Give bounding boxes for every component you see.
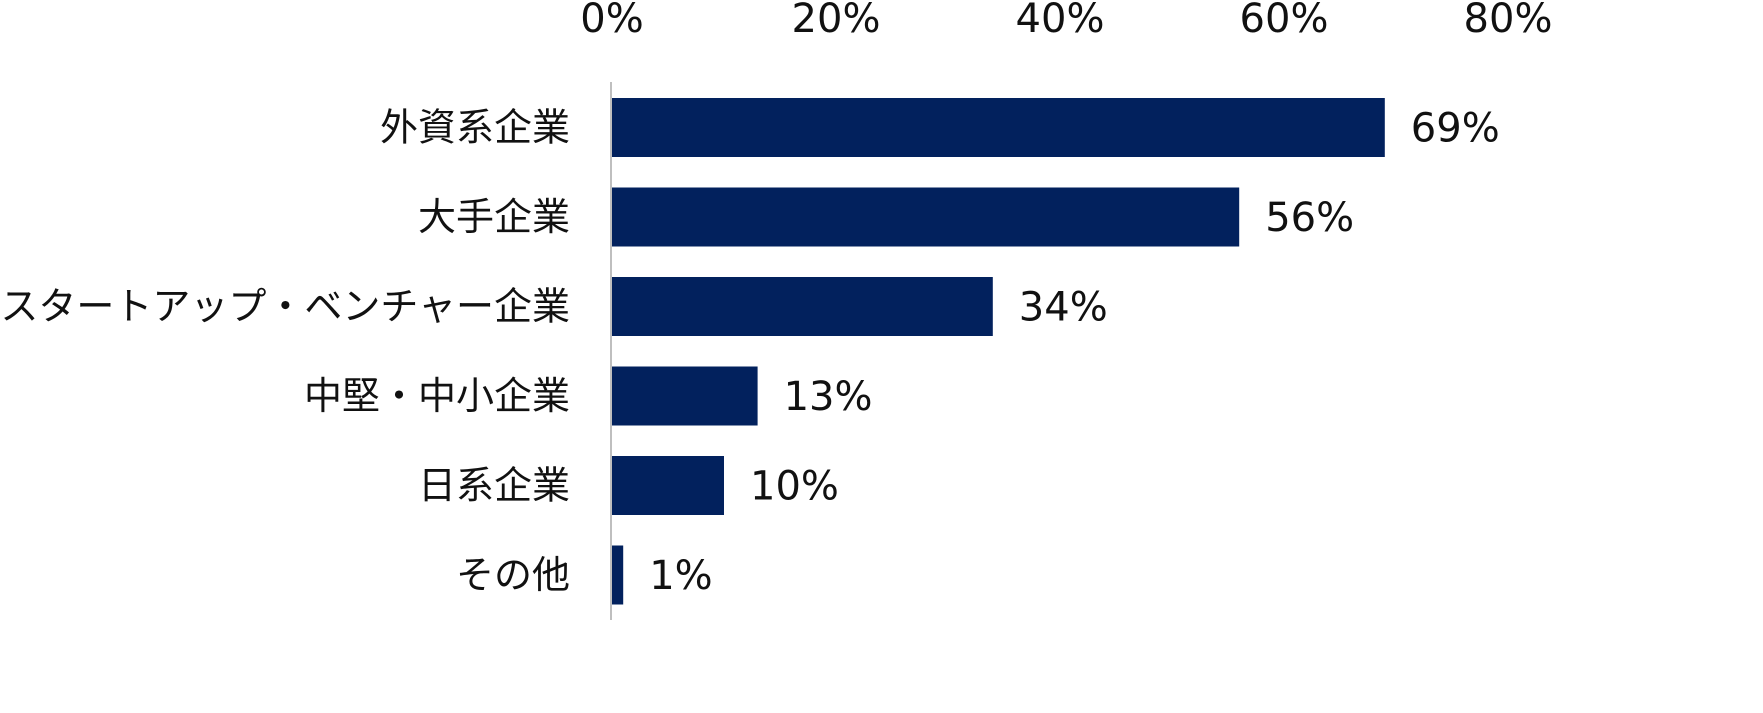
value-label: 69% — [1411, 106, 1500, 152]
bar — [612, 277, 993, 336]
bar — [612, 98, 1385, 157]
category-label: 日系企業 — [418, 464, 570, 508]
bar-series — [612, 98, 1385, 605]
x-tick-label: 0% — [580, 0, 643, 42]
value-label: 34% — [1019, 285, 1108, 331]
bar — [612, 187, 1240, 247]
category-label: スタートアップ・ベンチャー企業 — [0, 285, 570, 329]
x-tick-label: 80% — [1464, 0, 1553, 42]
category-label: 中堅・中小企業 — [304, 374, 570, 418]
x-tick-label: 60% — [1240, 0, 1329, 42]
category-label: 外資系企業 — [380, 106, 570, 150]
bar — [612, 545, 624, 605]
x-axis-tick-labels: 0% 20% 40% 60% 80% — [580, 0, 1552, 42]
bar — [612, 456, 724, 515]
category-label: 大手企業 — [418, 195, 570, 239]
value-labels: 69% 56% 34% 13% 10% 1% — [649, 106, 1500, 600]
value-label: 10% — [750, 464, 839, 510]
x-tick-label: 40% — [1016, 0, 1105, 42]
bar — [612, 366, 758, 426]
value-label: 1% — [649, 553, 712, 599]
value-label: 56% — [1265, 195, 1354, 241]
x-tick-label: 20% — [792, 0, 881, 42]
category-label: その他 — [456, 553, 570, 597]
value-label: 13% — [784, 374, 873, 420]
